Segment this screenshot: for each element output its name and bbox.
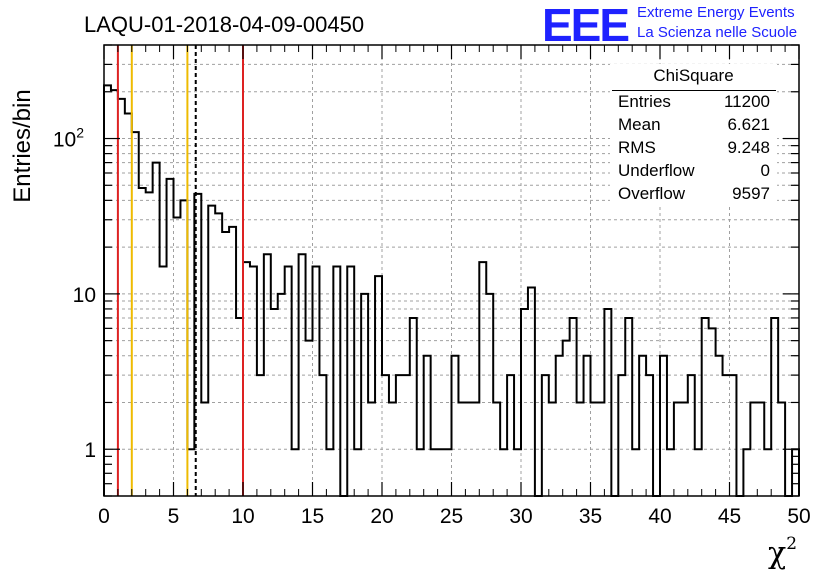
- stats-row-entries: Entries 11200: [618, 92, 770, 114]
- stats-value: 9597: [732, 184, 770, 203]
- x-tick-label: 5: [168, 505, 180, 528]
- x-tick-label: 0: [98, 505, 110, 528]
- x-axis-label-superscript: 2: [786, 534, 798, 554]
- histogram-series: [103, 84, 800, 497]
- x-tick-label: 10: [231, 505, 254, 528]
- y-tick-label: 1: [84, 439, 96, 462]
- stats-value: 9.248: [727, 138, 770, 157]
- x-tick-label: 50: [787, 505, 810, 528]
- stats-label: Underflow: [618, 161, 695, 180]
- stats-row-rms: RMS 9.248: [618, 138, 770, 160]
- stats-title: ChiSquare: [653, 66, 734, 85]
- x-tick-label: 45: [718, 505, 741, 528]
- stats-row-overflow: Overflow 9597: [618, 184, 770, 206]
- stats-row-underflow: Underflow 0: [618, 161, 770, 183]
- stats-row-mean: Mean 6.621: [618, 115, 770, 137]
- stats-value: 6.621: [727, 115, 770, 134]
- y-tick-label: 102: [53, 125, 84, 152]
- plot-title: LAQU-01-2018-04-09-00450: [84, 12, 365, 37]
- stats-value: 11200: [723, 92, 770, 111]
- stats-label: Overflow: [618, 184, 686, 203]
- stats-divider: [612, 90, 776, 91]
- x-axis-label-symbol: χ: [768, 536, 787, 571]
- eee-logo: EEE: [542, 0, 630, 51]
- x-tick-label: 35: [579, 505, 602, 528]
- stats-label: RMS: [618, 138, 656, 157]
- logo-text-line1: Extreme Energy Events: [637, 4, 795, 21]
- stats-box: ChiSquare Entries 11200 Mean 6.621 RMS 9…: [610, 64, 777, 207]
- x-tick-label: 40: [648, 505, 671, 528]
- stats-label: Mean: [618, 115, 661, 134]
- stats-label: Entries: [618, 92, 671, 111]
- stats-value: 0: [760, 161, 770, 180]
- y-axis-label-box: Entries/bin: [8, 89, 38, 202]
- x-tick-label: 25: [440, 505, 463, 528]
- y-tick-label: 10: [73, 284, 96, 307]
- x-tick-label: 15: [301, 505, 324, 528]
- y-axis-label: Entries/bin: [9, 89, 36, 203]
- x-axis-label: χ2: [768, 534, 798, 571]
- x-tick-label: 20: [370, 505, 393, 528]
- x-tick-label: 30: [509, 505, 532, 528]
- logo-text-line2: La Scienza nelle Scuole: [637, 24, 798, 41]
